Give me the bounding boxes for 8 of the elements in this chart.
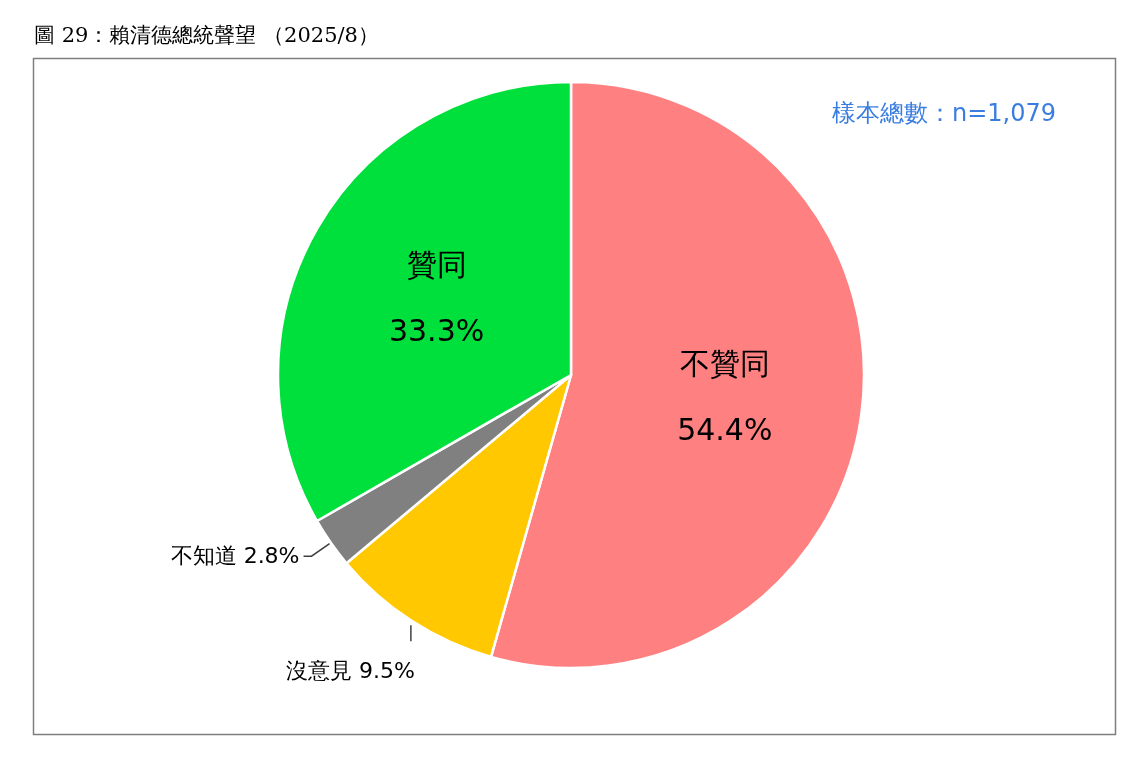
slice-label: 贊同 [406,247,467,283]
data-label: 54.4% [677,412,773,448]
slice-label: 不贊同 [679,346,770,382]
slice-label: 沒意見 9.5% [285,658,415,684]
data-label: 33.3% [388,313,485,349]
slice-label: 不知道 2.8% [170,543,300,569]
chart-title: 圖 29：賴清德總統聲望 （2025/8） [34,23,379,47]
text: 樣本總數：n=1,079 [831,99,1056,127]
